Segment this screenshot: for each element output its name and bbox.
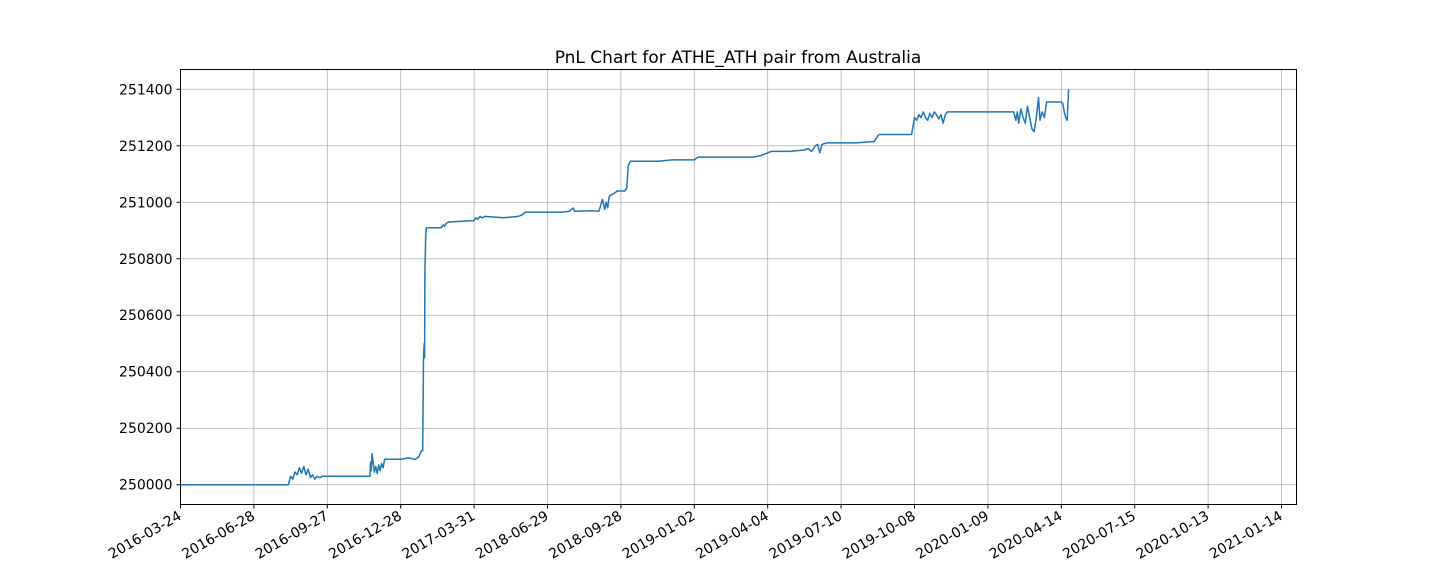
x-tick-label: 2017-03-31 <box>400 508 478 563</box>
grid <box>180 69 1297 505</box>
y-tick-label: 251400 <box>119 82 172 98</box>
x-tick-label: 2020-01-09 <box>913 508 991 563</box>
series-layer <box>180 89 1070 486</box>
x-tick-label: 2020-07-15 <box>1060 508 1138 563</box>
x-tick-label: 2016-09-27 <box>253 508 331 563</box>
x-tick-label: 2016-06-28 <box>179 508 257 563</box>
x-tick-label: 2016-12-28 <box>326 508 404 563</box>
y-tick-label: 251000 <box>119 195 172 211</box>
x-tick-label: 2019-10-08 <box>840 508 918 563</box>
y-tick-label: 250800 <box>119 252 172 268</box>
y-tick-label: 251200 <box>119 139 172 155</box>
y-tick-label: 250600 <box>119 308 172 324</box>
x-tick-label: 2018-09-28 <box>546 508 624 563</box>
x-tick-label: 2019-01-02 <box>620 508 698 563</box>
x-tick-label: 2020-04-14 <box>987 508 1066 563</box>
x-tick-label: 2021-01-14 <box>1207 508 1286 563</box>
y-tick-label: 250000 <box>119 478 172 494</box>
x-tick-label: 2019-04-04 <box>693 508 772 563</box>
chart-title: PnL Chart for ATHE_ATH pair from Austral… <box>555 48 922 68</box>
x-tick-label: 2019-07-10 <box>767 508 845 563</box>
y-tick-label: 250200 <box>119 421 172 437</box>
x-tick-label: 2018-06-29 <box>473 508 551 563</box>
x-tick-label: 2016-03-24 <box>106 508 185 563</box>
x-tick-label: 2020-10-13 <box>1134 508 1212 563</box>
plot-area-frame <box>180 69 1297 505</box>
axis-ticks: 250000 250200 250400 250600 250800 251000 2512… <box>106 82 1286 562</box>
y-tick-label: 250400 <box>119 365 172 381</box>
pnl-series-line <box>180 89 1070 486</box>
